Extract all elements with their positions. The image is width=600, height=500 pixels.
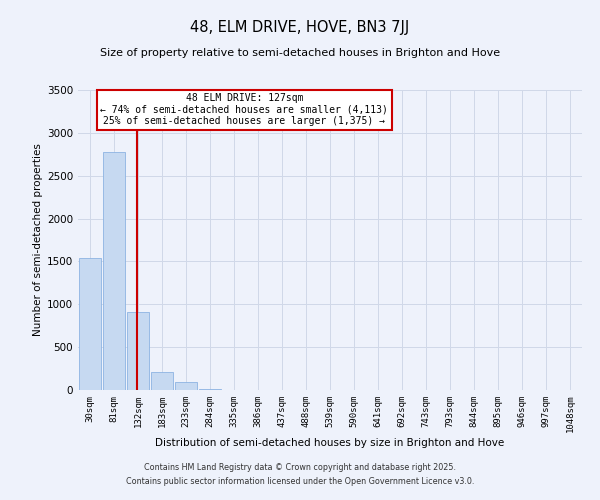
Text: Size of property relative to semi-detached houses in Brighton and Hove: Size of property relative to semi-detach…: [100, 48, 500, 58]
Text: Contains public sector information licensed under the Open Government Licence v3: Contains public sector information licen…: [126, 477, 474, 486]
Bar: [127, 312, 149, 390]
Text: 48 ELM DRIVE: 127sqm
← 74% of semi-detached houses are smaller (4,113)
25% of se: 48 ELM DRIVE: 127sqm ← 74% of semi-detac…: [100, 93, 388, 126]
Bar: [199, 389, 221, 390]
Bar: [175, 382, 197, 390]
Text: 48, ELM DRIVE, HOVE, BN3 7JJ: 48, ELM DRIVE, HOVE, BN3 7JJ: [190, 20, 410, 35]
Text: Contains HM Land Registry data © Crown copyright and database right 2025.: Contains HM Land Registry data © Crown c…: [144, 464, 456, 472]
Y-axis label: Number of semi-detached properties: Number of semi-detached properties: [33, 144, 43, 336]
Bar: [79, 258, 101, 390]
X-axis label: Distribution of semi-detached houses by size in Brighton and Hove: Distribution of semi-detached houses by …: [155, 438, 505, 448]
Bar: [151, 372, 173, 390]
Bar: [103, 152, 125, 390]
